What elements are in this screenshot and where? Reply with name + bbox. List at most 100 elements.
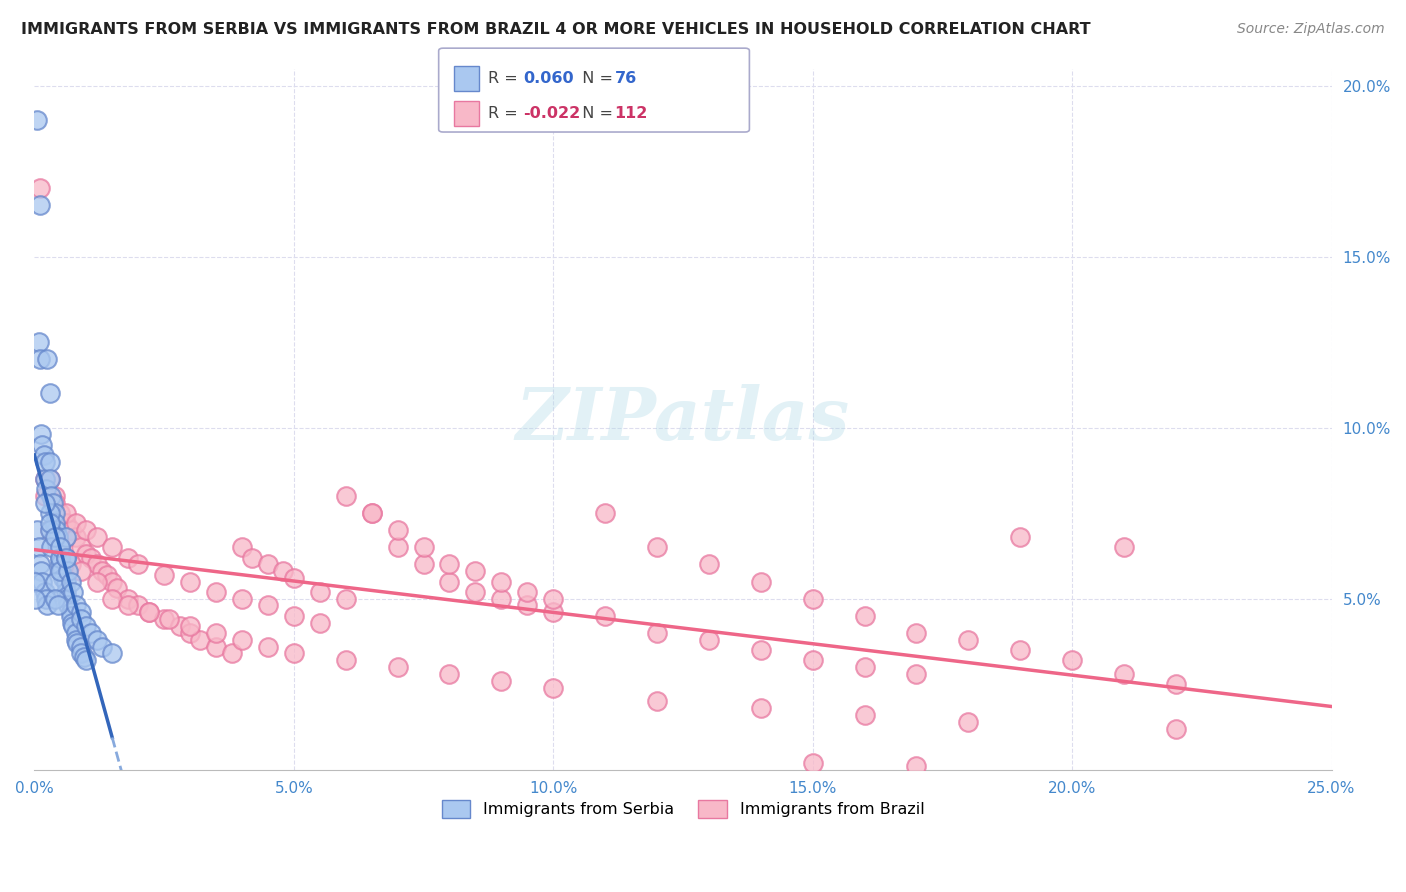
Point [801, 653, 824, 667]
Point [593, 608, 616, 623]
Point [905, 666, 928, 681]
Point [44, 506, 66, 520]
Point [335, 653, 357, 667]
Point [55, 550, 77, 565]
Point [101, 574, 124, 589]
Point [439, 574, 461, 589]
Point [117, 599, 139, 613]
Point [205, 625, 228, 640]
Point [55, 530, 77, 544]
Text: 76: 76 [614, 71, 637, 86]
Point [75, 547, 97, 561]
Point [70, 646, 93, 660]
Point [905, 625, 928, 640]
Point [645, 541, 668, 555]
Point [335, 591, 357, 606]
Point [86, 558, 108, 572]
Point [593, 506, 616, 520]
Point [34, 472, 56, 486]
Point [749, 701, 772, 715]
Point [335, 489, 357, 503]
Point [62, 619, 84, 633]
Point [117, 591, 139, 606]
Point [491, 591, 513, 606]
Point [55, 591, 77, 606]
Point [32, 448, 55, 462]
Point [44, 591, 66, 606]
Point [44, 516, 66, 531]
Point [853, 608, 876, 623]
Point [117, 550, 139, 565]
Point [59, 605, 82, 619]
Point [59, 523, 82, 537]
Point [35, 591, 58, 606]
Point [697, 558, 720, 572]
Text: N =: N = [572, 106, 619, 120]
Point [101, 646, 124, 660]
Point [39, 506, 62, 520]
Text: R =: R = [488, 106, 523, 120]
Point [205, 640, 228, 654]
Point [44, 530, 66, 544]
Point [439, 666, 461, 681]
Point [39, 472, 62, 486]
Point [105, 582, 128, 596]
Point [464, 584, 486, 599]
Text: ZIPatlas: ZIPatlas [516, 384, 851, 455]
Point [1010, 530, 1032, 544]
Point [86, 530, 108, 544]
Point [34, 496, 56, 510]
Point [645, 625, 668, 640]
Text: R =: R = [488, 71, 523, 86]
Point [127, 558, 149, 572]
Point [360, 506, 382, 520]
Point [55, 550, 77, 565]
Point [645, 694, 668, 708]
Point [34, 584, 56, 599]
Point [491, 673, 513, 688]
Point [273, 564, 295, 578]
Point [51, 564, 73, 578]
Point [257, 558, 280, 572]
Point [1112, 666, 1135, 681]
Legend: Immigrants from Serbia, Immigrants from Brazil: Immigrants from Serbia, Immigrants from … [434, 794, 931, 825]
Point [70, 612, 93, 626]
Point [464, 564, 486, 578]
Point [65, 625, 87, 640]
Point [27, 335, 49, 350]
Point [73, 649, 96, 664]
Point [44, 574, 66, 589]
Point [283, 571, 305, 585]
Point [308, 584, 330, 599]
Point [28, 558, 51, 572]
Point [55, 574, 77, 589]
Point [24, 574, 46, 589]
Text: 112: 112 [614, 106, 648, 120]
Point [853, 707, 876, 722]
Text: N =: N = [572, 71, 619, 86]
Point [46, 530, 69, 544]
Point [49, 541, 72, 555]
Point [853, 660, 876, 674]
Point [66, 636, 89, 650]
Point [75, 653, 97, 667]
Point [905, 759, 928, 773]
Point [55, 584, 77, 599]
Point [157, 612, 180, 626]
Point [62, 584, 84, 599]
Point [70, 640, 93, 654]
Point [52, 571, 75, 585]
Point [59, 558, 82, 572]
Point [39, 523, 62, 537]
Point [55, 516, 77, 531]
Point [138, 605, 160, 619]
Point [24, 591, 46, 606]
Point [65, 599, 87, 613]
Point [31, 438, 53, 452]
Point [516, 599, 538, 613]
Point [49, 550, 72, 565]
Point [240, 550, 263, 565]
Point [37, 352, 59, 367]
Point [127, 599, 149, 613]
Point [49, 541, 72, 555]
